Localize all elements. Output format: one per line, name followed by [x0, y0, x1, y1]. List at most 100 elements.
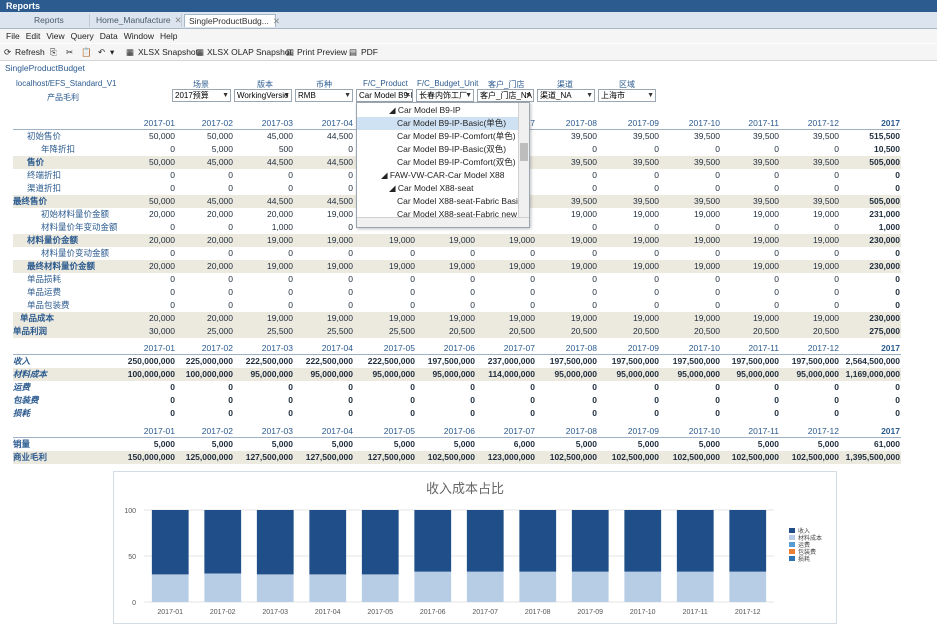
menu-data[interactable]: Data: [99, 31, 118, 41]
table-cell[interactable]: 0: [592, 183, 597, 193]
table-cell[interactable]: 20,000: [149, 209, 175, 219]
table-cell[interactable]: 19,000: [633, 313, 659, 323]
xlsx-olap-snapshot-button[interactable]: XLSX OLAP Snapshot: [207, 47, 292, 57]
table-cell[interactable]: 19,000: [571, 313, 597, 323]
bar-segment[interactable]: [256, 574, 294, 602]
table-cell[interactable]: 0: [470, 287, 475, 297]
table-cell[interactable]: 230,000: [869, 235, 900, 245]
table-cell[interactable]: 0: [895, 382, 900, 392]
product-select[interactable]: Car Model B9-IP ▼: [356, 89, 413, 102]
table-cell[interactable]: 0: [348, 408, 353, 418]
table-cell[interactable]: 0: [228, 408, 233, 418]
table-cell[interactable]: 44,500: [327, 157, 353, 167]
table-cell[interactable]: 197,500,000: [791, 356, 839, 366]
paste-icon[interactable]: 📋: [81, 47, 92, 57]
table-cell[interactable]: 0: [470, 408, 475, 418]
table-cell[interactable]: 20,500: [449, 326, 475, 336]
table-cell[interactable]: 39,500: [633, 131, 659, 141]
version-select[interactable]: WorkingVersio ▼: [234, 89, 292, 102]
bar-segment[interactable]: [309, 574, 347, 602]
table-cell[interactable]: 0: [654, 274, 659, 284]
refresh-button[interactable]: Refresh: [15, 47, 45, 57]
table-cell[interactable]: 0: [654, 170, 659, 180]
bar-segment[interactable]: [256, 510, 294, 575]
table-cell[interactable]: 225,000,000: [185, 356, 233, 366]
table-cell[interactable]: 19,000: [509, 261, 535, 271]
table-cell[interactable]: 44,500: [327, 131, 353, 141]
bar-segment[interactable]: [624, 571, 662, 602]
table-cell[interactable]: 0: [470, 395, 475, 405]
table-cell[interactable]: 100,000,000: [127, 369, 175, 379]
table-cell[interactable]: 0: [834, 408, 839, 418]
table-cell[interactable]: 100,000,000: [185, 369, 233, 379]
table-cell[interactable]: 0: [654, 248, 659, 258]
table-cell[interactable]: 95,000,000: [432, 369, 475, 379]
bar-segment[interactable]: [519, 571, 557, 602]
table-cell[interactable]: 0: [228, 222, 233, 232]
table-cell[interactable]: 19,000: [633, 261, 659, 271]
table-cell[interactable]: 0: [410, 395, 415, 405]
scenario-select[interactable]: 2017预算 ▼: [172, 89, 231, 102]
table-cell[interactable]: 0: [288, 408, 293, 418]
table-cell[interactable]: 127,500,000: [305, 452, 353, 462]
table-cell[interactable]: 0: [774, 222, 779, 232]
table-cell[interactable]: 1,395,500,000: [845, 452, 900, 462]
table-cell[interactable]: 19,000: [267, 313, 293, 323]
region-select[interactable]: 上海市 ▼: [598, 89, 656, 102]
table-cell[interactable]: 5,000: [331, 439, 353, 449]
table-cell[interactable]: 0: [410, 248, 415, 258]
table-cell[interactable]: 0: [410, 300, 415, 310]
table-cell[interactable]: 102,500,000: [731, 452, 779, 462]
table-cell[interactable]: 0: [348, 300, 353, 310]
dropdown-item[interactable]: Car Model B9-IP-Comfort(单色): [397, 131, 516, 141]
table-cell[interactable]: 0: [654, 287, 659, 297]
bar-segment[interactable]: [151, 510, 189, 575]
table-cell[interactable]: 0: [410, 408, 415, 418]
table-cell[interactable]: 0: [170, 144, 175, 154]
table-cell[interactable]: 20,500: [509, 326, 535, 336]
currency-select[interactable]: RMB ▼: [295, 89, 353, 102]
table-cell[interactable]: 0: [170, 408, 175, 418]
table-cell[interactable]: 19,000: [813, 209, 839, 219]
table-cell[interactable]: 50,000: [149, 157, 175, 167]
table-cell[interactable]: 0: [288, 274, 293, 284]
table-cell[interactable]: 127,500,000: [245, 452, 293, 462]
table-cell[interactable]: 0: [895, 183, 900, 193]
table-cell[interactable]: 0: [410, 287, 415, 297]
table-cell[interactable]: 0: [288, 287, 293, 297]
table-cell[interactable]: 0: [530, 382, 535, 392]
table-cell[interactable]: 0: [170, 395, 175, 405]
table-cell[interactable]: 39,500: [753, 196, 779, 206]
table-cell[interactable]: 150,000,000: [127, 452, 175, 462]
table-cell[interactable]: 20,000: [149, 261, 175, 271]
table-cell[interactable]: 44,500: [267, 157, 293, 167]
table-cell[interactable]: 0: [170, 222, 175, 232]
dropdown-item[interactable]: ◢ FAW-VW-CAR-Car Model X88: [381, 170, 505, 180]
table-cell[interactable]: 102,500,000: [672, 452, 720, 462]
table-cell[interactable]: 20,000: [207, 209, 233, 219]
table-cell[interactable]: 197,500,000: [731, 356, 779, 366]
table-cell[interactable]: 19,000: [327, 235, 353, 245]
table-cell[interactable]: 45,000: [267, 131, 293, 141]
table-cell[interactable]: 0: [715, 300, 720, 310]
table-cell[interactable]: 0: [530, 287, 535, 297]
table-cell[interactable]: 95,000,000: [616, 369, 659, 379]
dropdown-scrollbar[interactable]: [518, 103, 529, 217]
table-cell[interactable]: 19,000: [813, 313, 839, 323]
xlsx-snapshot-button[interactable]: XLSX Snapshot: [138, 47, 199, 57]
table-cell[interactable]: 237,000,000: [487, 356, 535, 366]
table-cell[interactable]: 0: [895, 408, 900, 418]
table-cell[interactable]: 0: [654, 408, 659, 418]
table-cell[interactable]: 0: [348, 183, 353, 193]
table-cell[interactable]: 0: [774, 170, 779, 180]
table-cell[interactable]: 25,500: [267, 326, 293, 336]
dropdown-item[interactable]: Car Model X88-seat-Fabric Basic: [397, 196, 523, 206]
table-cell[interactable]: 0: [170, 300, 175, 310]
table-cell[interactable]: 0: [715, 408, 720, 418]
table-cell[interactable]: 39,500: [633, 157, 659, 167]
table-cell[interactable]: 0: [774, 408, 779, 418]
table-cell[interactable]: 0: [834, 274, 839, 284]
table-cell[interactable]: 19,000: [389, 235, 415, 245]
refresh-icon[interactable]: ⟳: [4, 47, 12, 57]
table-cell[interactable]: 0: [592, 170, 597, 180]
